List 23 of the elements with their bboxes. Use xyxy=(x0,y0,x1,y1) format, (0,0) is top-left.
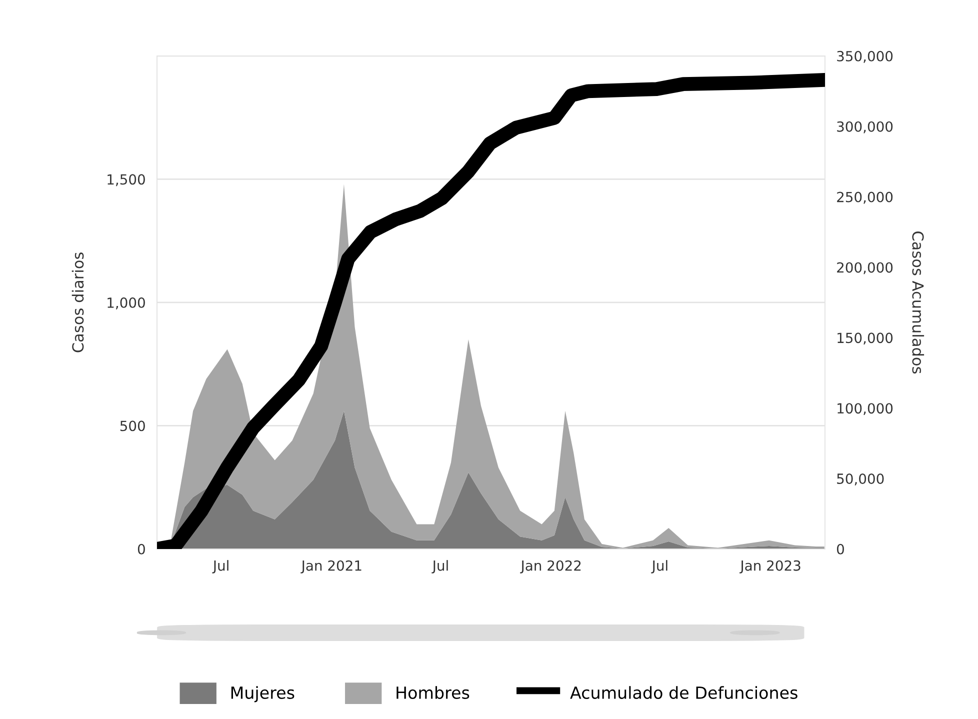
y2-tick-label: 0 xyxy=(836,544,844,554)
y2-tick-label: 250,000 xyxy=(837,192,893,204)
legend-label: Acumulado de Defunciones xyxy=(570,686,798,699)
y2-tick-label: 200,000 xyxy=(837,262,893,274)
y2-tick-label: 100,000 xyxy=(838,403,893,415)
y2-tick-label: 50,000 xyxy=(837,473,884,486)
y-tick-label: 1,000 xyxy=(108,297,145,310)
y2-tick-label: 300,000 xyxy=(837,121,893,134)
x-tick-label: Jan 2023 xyxy=(740,560,800,574)
y-tick-label: 500 xyxy=(120,420,145,432)
x-tick-label: Jul xyxy=(651,560,668,574)
y2-tick-label: 350,000 xyxy=(837,50,893,63)
x-tick-label: Jul xyxy=(432,560,448,574)
y2-tick-label: 150,000 xyxy=(838,332,893,345)
y2-axis-title: Casos Acumulados xyxy=(912,232,924,374)
x-tick-label: Jan 2021 xyxy=(300,560,362,574)
legend-label: Hombres xyxy=(396,686,470,699)
legend-label: Mujeres xyxy=(231,686,294,702)
y-tick-label: 1,500 xyxy=(108,174,145,186)
y-tick-label: 0 xyxy=(138,544,145,554)
x-tick-label: Jul xyxy=(212,560,228,574)
y-axis-title: Casos diarios xyxy=(72,252,84,352)
x-tick-label: Jan 2022 xyxy=(520,560,581,574)
